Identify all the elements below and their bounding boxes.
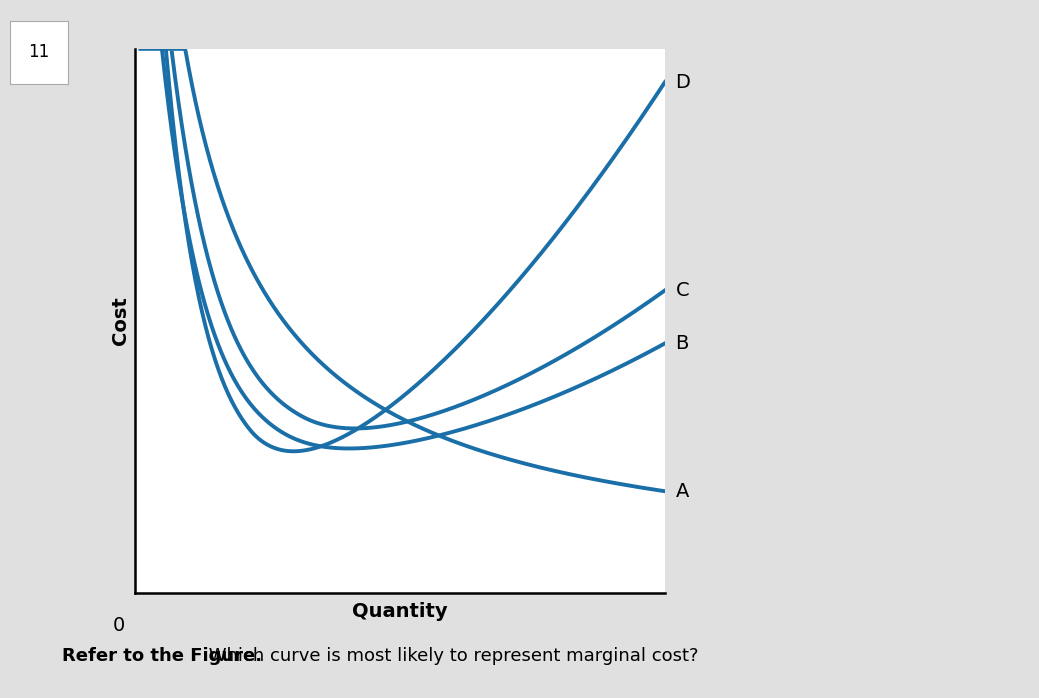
Text: C: C (675, 281, 689, 300)
Text: 0: 0 (113, 616, 126, 635)
Text: A: A (675, 482, 689, 500)
Text: Which curve is most likely to represent marginal cost?: Which curve is most likely to represent … (203, 647, 698, 665)
Text: Refer to the Figure.: Refer to the Figure. (62, 647, 263, 665)
Text: B: B (675, 334, 689, 353)
Text: D: D (675, 73, 691, 91)
Y-axis label: Cost: Cost (110, 297, 130, 346)
X-axis label: Quantity: Quantity (352, 602, 448, 621)
Text: 11: 11 (28, 43, 50, 61)
